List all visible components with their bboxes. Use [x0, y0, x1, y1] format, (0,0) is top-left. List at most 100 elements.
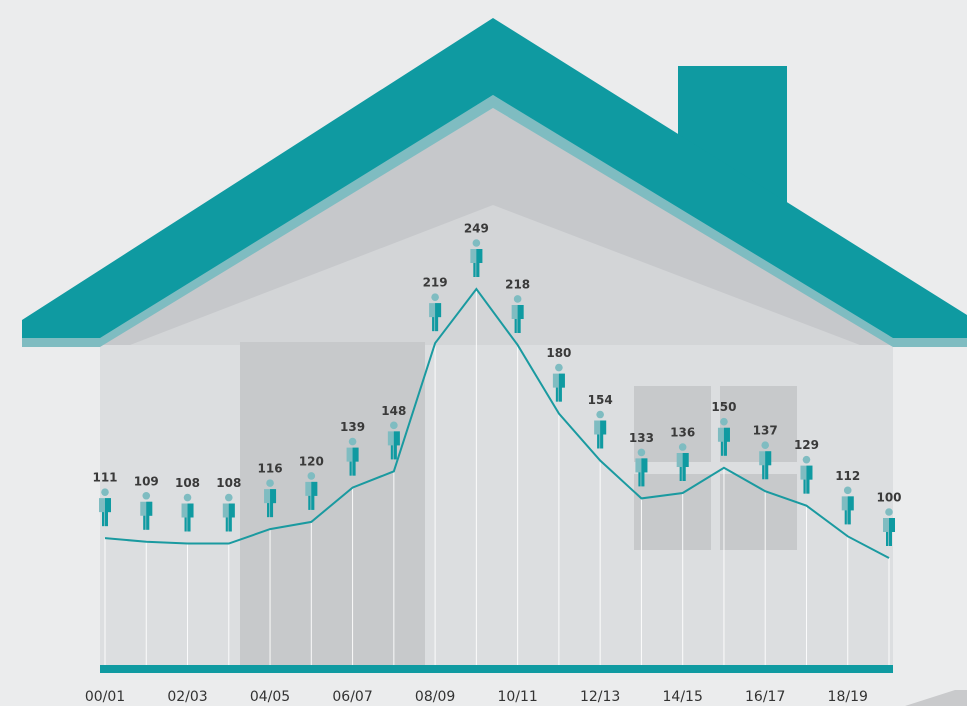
x-tick-label: 08/09	[415, 689, 455, 705]
x-tick-label: 00/01	[85, 689, 125, 705]
x-tick-label: 04/05	[250, 689, 290, 705]
person-body-dark	[762, 451, 772, 480]
person-head	[431, 293, 439, 301]
person-body-dark	[638, 458, 648, 487]
value-label: 219	[423, 276, 448, 290]
person-head	[266, 479, 274, 487]
value-label: 139	[340, 420, 365, 434]
person-body-dark	[514, 304, 524, 333]
person-icon	[552, 363, 565, 402]
value-label: 180	[546, 346, 571, 360]
person-icon	[800, 455, 813, 494]
house	[22, 18, 967, 706]
corner	[905, 690, 967, 706]
person-icon	[676, 443, 689, 482]
value-label: 108	[216, 476, 241, 490]
person-body-dark	[225, 503, 235, 532]
person-icon	[264, 479, 277, 518]
value-label: 108	[175, 476, 200, 490]
value-label: 249	[464, 222, 489, 236]
person-body-dark	[308, 481, 318, 510]
person-body-dark	[597, 420, 607, 449]
person-body-dark	[349, 447, 359, 476]
person-icon	[429, 293, 442, 332]
person-body-dark	[390, 431, 400, 460]
person-body-dark	[473, 249, 483, 277]
x-tick-label: 12/13	[580, 689, 620, 705]
value-label: 100	[876, 491, 901, 505]
person-body-dark	[844, 496, 854, 525]
person-body-dark	[102, 498, 111, 527]
person-head	[513, 295, 522, 303]
value-label: 109	[134, 474, 159, 488]
person-body-dark	[803, 465, 813, 494]
value-label: 111	[92, 471, 117, 485]
line	[104, 287, 890, 559]
person-head	[101, 488, 109, 496]
person-head	[555, 363, 563, 372]
person-head	[843, 486, 852, 495]
window	[720, 386, 797, 462]
person-head	[637, 448, 646, 457]
value-label: 129	[794, 438, 819, 452]
value-label: 154	[588, 393, 613, 407]
x-tick-label: 06/07	[332, 689, 372, 705]
window	[720, 474, 797, 550]
person-head	[142, 491, 151, 500]
person-head	[307, 472, 316, 480]
person-body-dark	[679, 453, 689, 482]
attic-inner	[130, 205, 860, 345]
person-body-dark	[267, 489, 277, 518]
value-label: 218	[505, 277, 530, 291]
baseline	[100, 665, 893, 673]
person-icon	[511, 295, 524, 333]
person-icon	[594, 410, 607, 449]
person-body-dark	[555, 373, 565, 402]
person-icon	[222, 493, 235, 532]
value-label: 133	[629, 431, 654, 445]
x-tick-label: 18/19	[828, 689, 868, 705]
person-head	[224, 493, 233, 502]
person-head	[761, 441, 770, 450]
person-icon	[387, 421, 400, 460]
value-label: 116	[258, 462, 283, 476]
value-label: 137	[753, 424, 778, 438]
person-icon	[841, 486, 854, 525]
person-head	[472, 239, 481, 247]
person-body-dark	[184, 503, 194, 532]
person-body-dark	[432, 303, 442, 332]
x-tick-label: 14/15	[663, 689, 703, 705]
person-head	[720, 417, 728, 426]
x-tick-label: 10/11	[497, 689, 537, 705]
person-icon	[181, 493, 194, 532]
window	[634, 386, 711, 462]
value-label: 148	[381, 404, 406, 418]
value-label: 136	[670, 426, 695, 440]
person-head	[802, 455, 811, 464]
person-body-dark	[720, 427, 730, 456]
person-icon	[346, 437, 359, 476]
person-icon	[305, 472, 318, 510]
person-icon	[717, 417, 730, 456]
person-head	[390, 421, 398, 430]
window	[634, 474, 711, 550]
person-icon	[759, 441, 772, 480]
person-head	[678, 443, 687, 451]
person-head	[183, 493, 192, 502]
roof	[22, 18, 967, 338]
x-tick-label: 02/03	[167, 689, 207, 705]
value-label: 150	[711, 400, 736, 414]
value-label: 120	[299, 454, 324, 468]
person-icon	[635, 448, 648, 487]
person-head	[885, 508, 893, 516]
x-tick-label: 16/17	[745, 689, 785, 705]
person-body-dark	[886, 518, 895, 546]
person-icon	[470, 239, 483, 277]
person-head	[596, 410, 604, 419]
person-icon	[99, 488, 111, 527]
person-head	[348, 437, 357, 446]
person-icon	[140, 491, 153, 530]
person-body-dark	[143, 501, 153, 530]
person-icon	[883, 508, 895, 546]
